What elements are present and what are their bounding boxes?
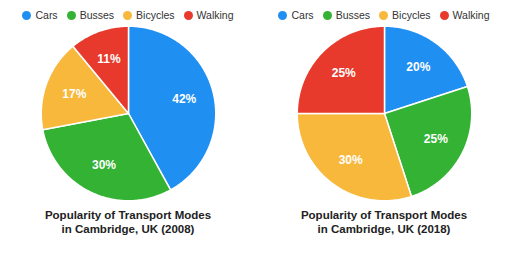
- html-text:Busses: Busses: [335, 9, 371, 21]
- html-text:Cars: Cars: [35, 9, 58, 21]
- svg-text:42%: 42%: [172, 92, 196, 106]
- html-text:Bicycles: Bicycles: [392, 9, 431, 21]
- svg-text:30%: 30%: [339, 153, 363, 167]
- html-text:Walking: Walking: [196, 9, 234, 21]
- html-text:Bicycles: Bicycles: [136, 9, 175, 21]
- html-text:Walking: Walking: [452, 9, 490, 21]
- html-text:Busses: Busses: [79, 9, 115, 21]
- svg-text:20%: 20%: [406, 60, 430, 74]
- html-text:Cars: Cars: [291, 9, 314, 21]
- html-text:Popularity of Transport Modes: Popularity of Transport Modes in Cambrid…: [300, 209, 468, 235]
- svg-text:25%: 25%: [424, 132, 448, 146]
- svg-text:25%: 25%: [332, 66, 356, 80]
- svg-text:30%: 30%: [92, 158, 116, 172]
- svg-text:17%: 17%: [62, 87, 86, 101]
- html-text:Popularity of Transport Modes: Popularity of Transport Modes in Cambrid…: [44, 209, 212, 235]
- svg-text:11%: 11%: [97, 52, 121, 66]
